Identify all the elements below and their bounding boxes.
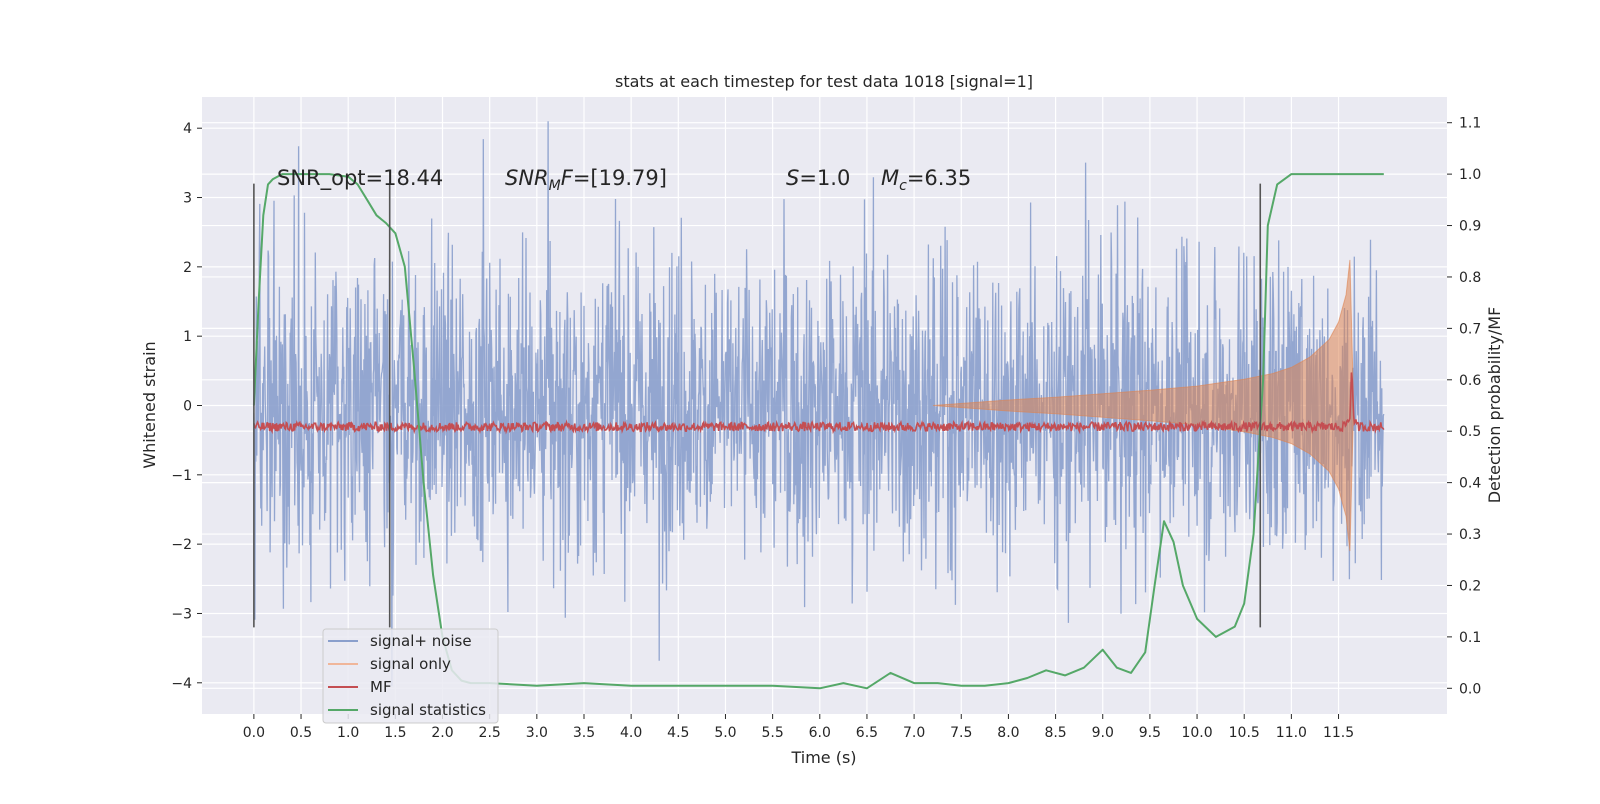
x-tick-label: 3.0 bbox=[526, 725, 548, 741]
x-tick-label: 9.0 bbox=[1092, 725, 1114, 741]
x-tick-label: 4.0 bbox=[620, 725, 642, 741]
x-tick-label: 0.0 bbox=[243, 725, 265, 741]
signal-statistics-line bbox=[252, 173, 1384, 690]
x-axis-label: Time (s) bbox=[790, 748, 856, 767]
y2-tick-label: 0.5 bbox=[1459, 424, 1481, 440]
snr-mf-subscript: M bbox=[549, 178, 561, 194]
y2-tick-label: 0.9 bbox=[1459, 219, 1481, 235]
legend-label-signal-only: signal only bbox=[370, 655, 451, 673]
y2-tick-label: 0.4 bbox=[1459, 476, 1481, 492]
x-tick-label: 1.0 bbox=[337, 725, 359, 741]
y-tick-label: −2 bbox=[171, 537, 192, 553]
annotation-snr-mf: SNRMF=[19.79] bbox=[505, 166, 667, 194]
y2-tick-label: 0.0 bbox=[1459, 681, 1481, 697]
y2-tick-label: 0.3 bbox=[1459, 527, 1481, 543]
y-axis-label: Whitened strain bbox=[140, 341, 159, 468]
axes: 0.0 0.5 1.0 1.5 2.0 2.5 3.0 3.5 4.0 4.5 5.0 5.5 6.0 6… bbox=[171, 116, 1481, 741]
x-tick-label: 11.5 bbox=[1323, 725, 1354, 741]
legend-box bbox=[322, 628, 499, 724]
y2-tick-label: 0.8 bbox=[1459, 270, 1481, 286]
x-tick-label: 5.0 bbox=[714, 725, 736, 741]
legend-label-signal-noise: signal+ noise bbox=[370, 632, 472, 650]
x-tick-label: 6.0 bbox=[809, 725, 831, 741]
x-tick-label: 11.0 bbox=[1276, 725, 1307, 741]
vertical-markers bbox=[253, 183, 1262, 628]
y-tick-label: −3 bbox=[171, 606, 192, 622]
x-tick-label: 10.0 bbox=[1181, 725, 1212, 741]
mc-value: =6.35 bbox=[907, 166, 971, 190]
x-tick-label: 4.5 bbox=[667, 725, 689, 741]
x-tick-label: 10.5 bbox=[1229, 725, 1260, 741]
y-tick-label: 0 bbox=[183, 399, 192, 415]
x-tick-label: 2.0 bbox=[431, 725, 453, 741]
legend-label-mf: MF bbox=[370, 678, 392, 696]
x-tick-label: 8.5 bbox=[1044, 725, 1066, 741]
x-tick-label: 8.0 bbox=[997, 725, 1019, 741]
x-tick-label: 7.5 bbox=[950, 725, 972, 741]
x-tick-label: 0.5 bbox=[290, 725, 312, 741]
x-tick-label: 6.5 bbox=[856, 725, 878, 741]
y2-axis-label: Detection probability/MF bbox=[1485, 307, 1504, 504]
y2-tick-label: 0.6 bbox=[1459, 373, 1481, 389]
s-symbol: S bbox=[786, 166, 799, 190]
s-value: =1.0 bbox=[799, 166, 850, 190]
x-tick-label: 9.5 bbox=[1139, 725, 1161, 741]
x-tick-label: 5.5 bbox=[761, 725, 783, 741]
y-tick-label: 1 bbox=[183, 329, 192, 345]
snr-mf-value: =[19.79] bbox=[573, 166, 667, 190]
x-tick-label: 2.5 bbox=[479, 725, 501, 741]
y-tick-label: 2 bbox=[183, 260, 192, 276]
mf-line bbox=[253, 372, 1385, 435]
annotation-snr-opt: SNR_opt=18.44 bbox=[277, 166, 443, 191]
signal-noise-line bbox=[253, 121, 1385, 687]
annotation-s: S=1.0 bbox=[786, 166, 850, 190]
mc-subscript: c bbox=[899, 178, 907, 194]
y-tick-label: 3 bbox=[183, 191, 192, 207]
chart-title: stats at each timestep for test data 101… bbox=[615, 72, 1033, 91]
y-tick-label: 4 bbox=[183, 121, 192, 137]
x-tick-label: 3.5 bbox=[573, 725, 595, 741]
y-tick-label: −1 bbox=[171, 468, 192, 484]
y2-tick-label: 0.1 bbox=[1459, 630, 1481, 646]
data-layer bbox=[252, 121, 1385, 690]
y2-tick-label: 0.7 bbox=[1459, 321, 1481, 337]
mc-symbol: M bbox=[881, 166, 899, 190]
x-tick-label: 1.5 bbox=[384, 725, 406, 741]
legend: signal+ noise signal only MF signal stat… bbox=[322, 628, 499, 724]
y2-tick-label: 1.0 bbox=[1459, 167, 1481, 183]
y2-tick-label: 0.2 bbox=[1459, 578, 1481, 594]
y-tick-label: −4 bbox=[171, 676, 192, 692]
legend-label-signal-statistics: signal statistics bbox=[370, 701, 486, 719]
x-tick-label: 7.0 bbox=[903, 725, 925, 741]
y2-tick-label: 1.1 bbox=[1459, 116, 1481, 132]
annotation-mc: Mc=6.35 bbox=[881, 166, 971, 194]
snr-mf-symbol: SNR bbox=[505, 166, 549, 190]
snr-mf-tail: F bbox=[561, 166, 574, 190]
